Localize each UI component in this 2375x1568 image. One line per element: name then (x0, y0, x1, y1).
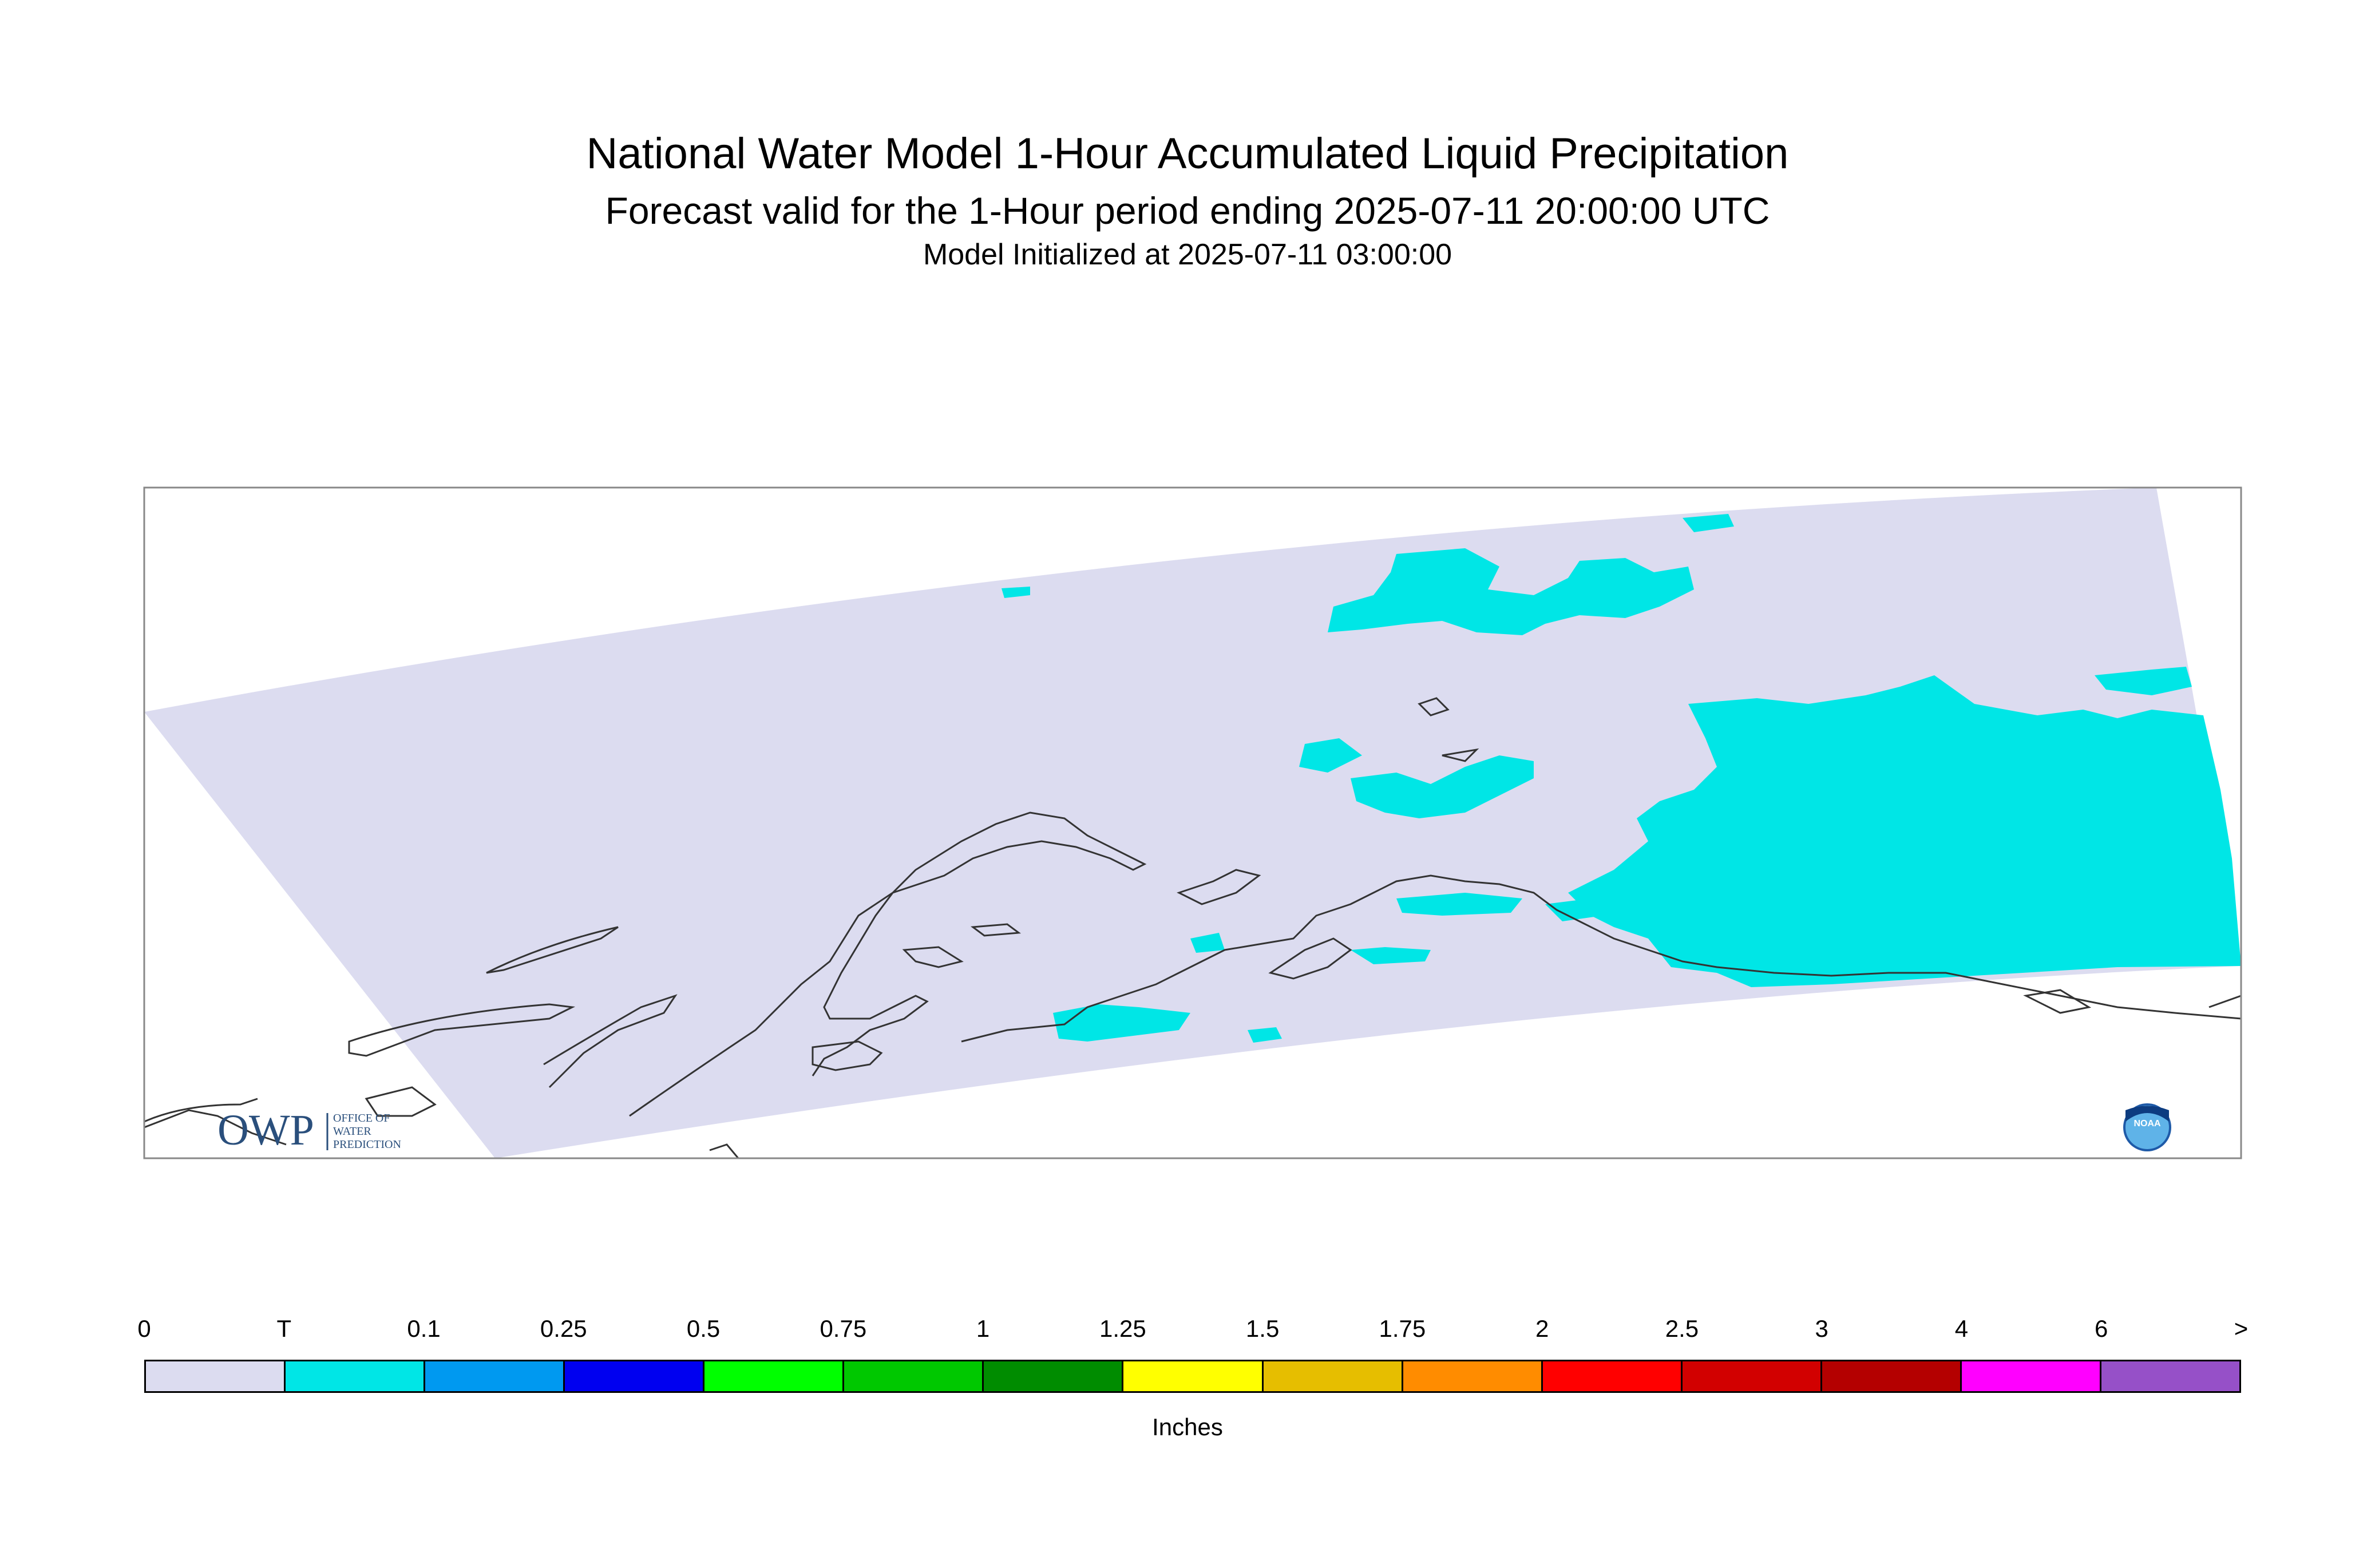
trace-area-small-1 (1002, 587, 1030, 598)
colorbar-bin (565, 1361, 705, 1391)
colorbar-tick-label: 1 (976, 1315, 990, 1342)
colorbar-bin (1403, 1361, 1543, 1391)
coastlines (144, 697, 2241, 1158)
colorbar-bin (984, 1361, 1124, 1391)
owp-logo: OWP OFFICE OF WATER PREDICTION (217, 1106, 401, 1154)
owp-logo-line3: PREDICTION (333, 1138, 401, 1151)
owp-logo-line1: OFFICE OF (333, 1112, 390, 1124)
owp-logo-line2: WATER (333, 1125, 371, 1138)
noaa-logo-text: NOAA (2133, 1119, 2161, 1129)
colorbar-tick-label: 0.1 (407, 1315, 441, 1342)
colorbar-tick-label: 0.75 (820, 1315, 867, 1342)
colorbar-tick-label: > (2234, 1315, 2249, 1342)
colorbar-bin (704, 1361, 845, 1391)
trace-area-north-small (1683, 514, 1734, 532)
trace-area-coast (1351, 947, 1431, 964)
map-subtitle: Forecast valid for the 1-Hour period end… (605, 189, 1770, 232)
colorbar-bin (1961, 1361, 2101, 1391)
trace-area-mid (1299, 738, 1362, 773)
colorbar-bin (1822, 1361, 1962, 1391)
colorbar-tick-label: 2 (1535, 1315, 1549, 1342)
colorbar-bin (1682, 1361, 1822, 1391)
trace-area-center (1351, 755, 1534, 818)
colorbar-bin (1263, 1361, 1403, 1391)
colorbar-bin (286, 1361, 426, 1391)
colorbar-tick-label: 1.5 (1245, 1315, 1280, 1342)
trace-area-east-2 (2095, 667, 2192, 695)
map-title: National Water Model 1-Hour Accumulated … (586, 129, 1789, 178)
plot-border (143, 486, 2242, 1159)
colorbar-tick-label: 4 (1954, 1315, 1969, 1342)
colorbar-tick-label: 0.25 (540, 1315, 587, 1342)
colorbar-tick-label: 6 (2095, 1315, 2108, 1342)
model-domain (144, 488, 2241, 1158)
noaa-logo: NOAA (2123, 1103, 2171, 1151)
colorbar-tick-label: 1.75 (1379, 1315, 1426, 1342)
colorbar-bin (1542, 1361, 1683, 1391)
trace-area-east (1568, 675, 2241, 987)
model-init-time: Model Initialized at 2025-07-11 03:00:00 (923, 238, 1452, 271)
colorbar-tick-label: 2.5 (1665, 1315, 1699, 1342)
trace-area-coast-3 (1545, 898, 1602, 921)
colorbar-bin (425, 1361, 565, 1391)
trace-area-south-2 (1248, 1027, 1282, 1043)
trace-area-coast-2 (1396, 893, 1522, 916)
colorbar-bin (844, 1361, 984, 1391)
owp-logo-letters: OWP (217, 1106, 314, 1154)
colorbar-bin (2101, 1361, 2239, 1391)
precip-trace-areas (1002, 514, 2241, 1043)
colorbar-tick-label: 3 (1815, 1315, 1828, 1342)
colorbar-tick-label: 0.5 (686, 1315, 721, 1342)
colorbar-tick-label: 1.25 (1099, 1315, 1146, 1342)
colorbar-bin (146, 1361, 286, 1391)
colorbar-tick-label: 0 (137, 1315, 151, 1342)
trace-area-north (1328, 548, 1694, 635)
colorbar-unit-label: Inches (1152, 1413, 1223, 1440)
trace-area-south-1 (1053, 1004, 1190, 1042)
trace-area-small-2 (1190, 933, 1225, 953)
colorbar-bin (1123, 1361, 1264, 1391)
colorbar-tick-label: T (276, 1315, 292, 1342)
colorbar (144, 1360, 2241, 1393)
